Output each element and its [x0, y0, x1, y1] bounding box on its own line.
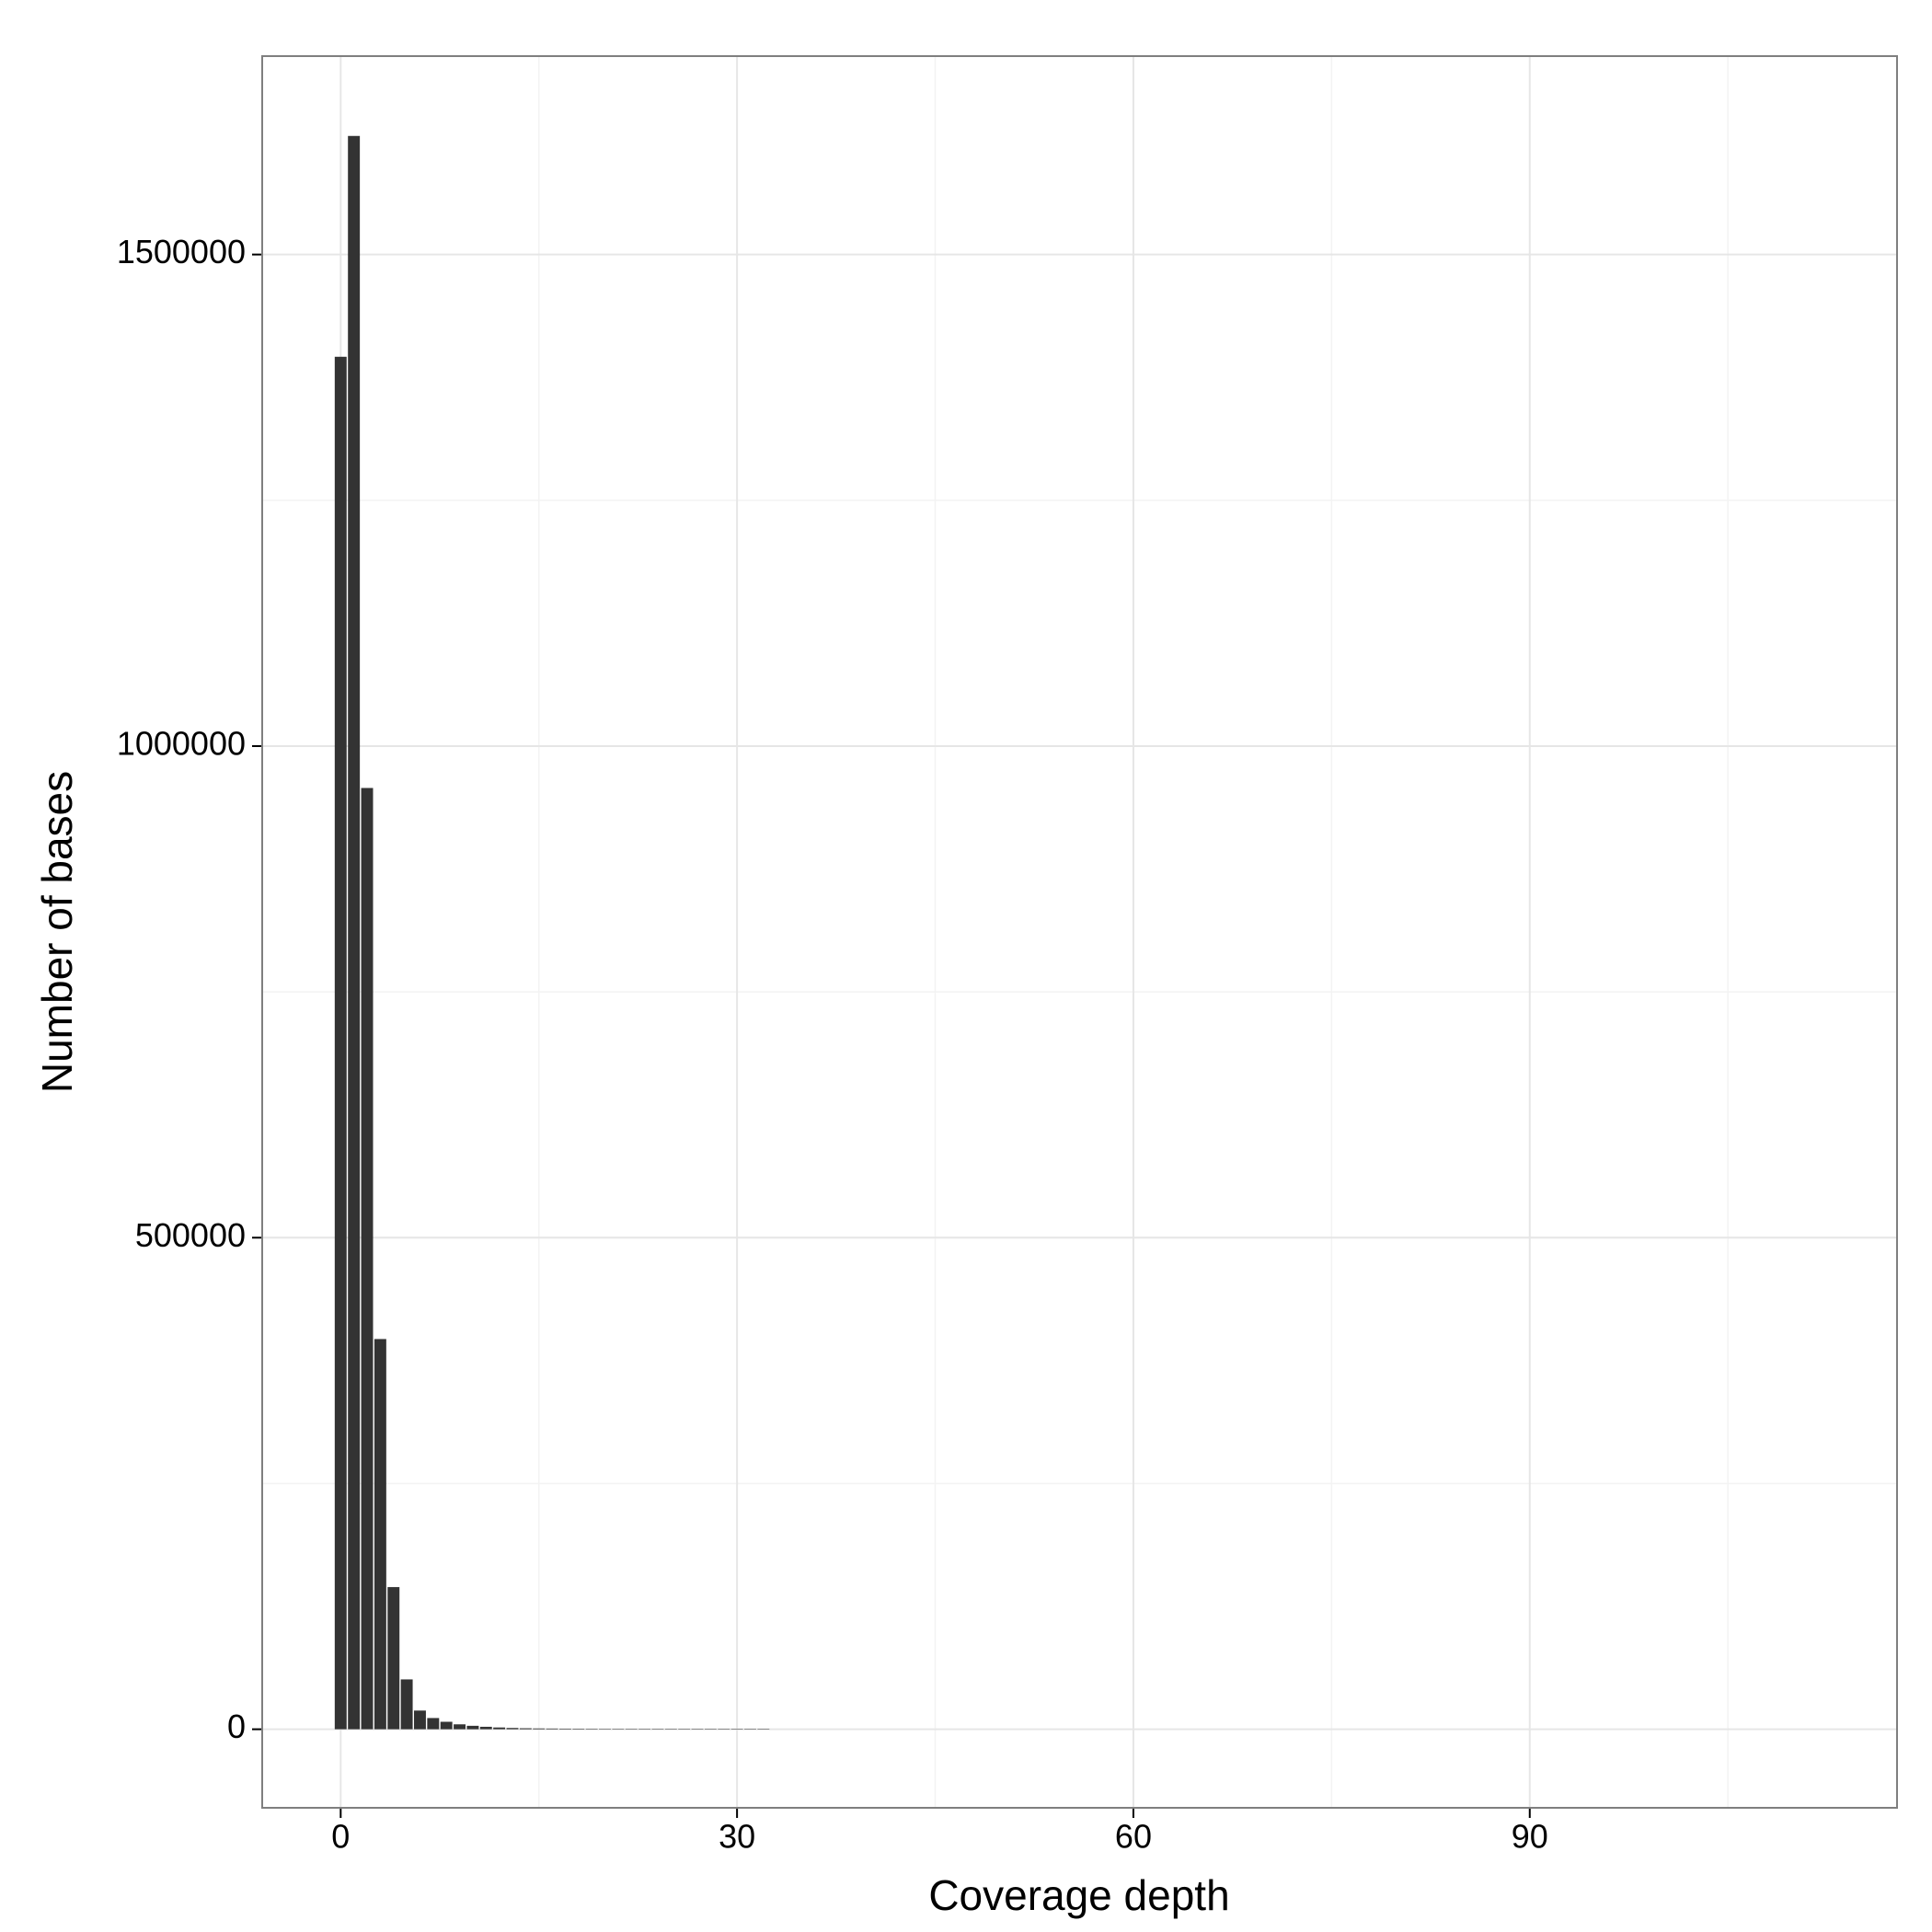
x-axis-title: Coverage depth	[928, 1871, 1229, 1919]
bar	[638, 1729, 651, 1730]
bar	[744, 1729, 756, 1730]
bar	[454, 1724, 466, 1730]
bar	[625, 1729, 638, 1730]
bar	[664, 1729, 677, 1730]
bar	[348, 135, 361, 1730]
y-tick-label: 500000	[135, 1216, 246, 1254]
y-tick-label: 1000000	[117, 724, 246, 762]
y-tick-label: 0	[227, 1708, 246, 1745]
bar	[558, 1728, 571, 1730]
bar	[572, 1729, 585, 1730]
bar	[414, 1710, 426, 1730]
bar	[400, 1679, 413, 1730]
x-tick-label: 0	[331, 1818, 350, 1856]
bar	[506, 1728, 519, 1730]
bar	[691, 1729, 704, 1730]
bar	[704, 1729, 717, 1730]
bar	[519, 1728, 532, 1730]
bar	[440, 1721, 453, 1730]
bar	[730, 1729, 743, 1730]
bar	[334, 356, 347, 1730]
bar	[387, 1587, 400, 1730]
bar	[493, 1727, 506, 1730]
bar	[718, 1729, 730, 1730]
bar	[585, 1729, 598, 1730]
bar	[361, 788, 374, 1730]
x-tick-label: 30	[719, 1818, 755, 1856]
y-tick-label: 1500000	[117, 233, 246, 270]
bar	[612, 1729, 625, 1730]
bar	[479, 1726, 492, 1730]
bar	[757, 1729, 770, 1730]
bar	[599, 1729, 611, 1730]
y-axis-title: Number of bases	[33, 771, 81, 1093]
bar	[546, 1728, 558, 1730]
bar	[427, 1718, 440, 1730]
x-tick-label: 60	[1115, 1818, 1152, 1856]
bar	[533, 1728, 546, 1730]
bar	[466, 1725, 479, 1730]
bar	[374, 1339, 386, 1730]
bar	[678, 1729, 691, 1730]
x-tick-label: 90	[1512, 1818, 1548, 1856]
panel-border	[261, 55, 1898, 1809]
bar	[651, 1729, 664, 1730]
